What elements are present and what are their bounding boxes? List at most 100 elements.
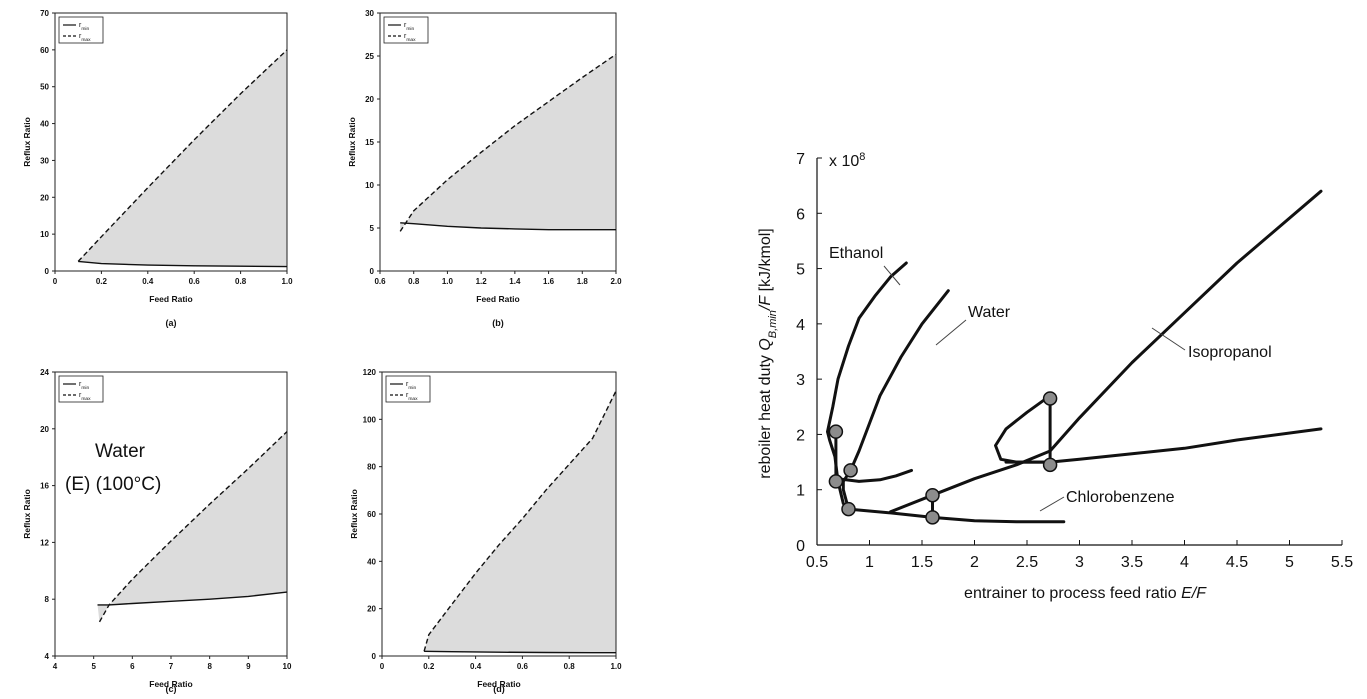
x-tick-label: 3.5 [1121, 554, 1143, 571]
curve-isopropanol [889, 189, 1323, 514]
plot-frame [54, 12, 288, 272]
y-tick-label: 30 [365, 9, 374, 18]
y-tick-label: 80 [367, 463, 376, 472]
legend-label-rmax: rmax [79, 33, 91, 43]
feasible-region [400, 54, 616, 232]
y-tick-label: 25 [365, 52, 374, 61]
curve-water-tail [836, 468, 913, 483]
x-tick-label: 0.2 [96, 277, 108, 286]
x-tick-label: 4 [53, 662, 58, 671]
x-tick-label: 4.5 [1226, 554, 1248, 571]
legend-box [58, 375, 104, 403]
x-tick-label: 1.8 [577, 277, 589, 286]
x-tick-label: 7 [169, 662, 174, 671]
panel-c: 4 5 6 7 8 9 10 4 8 12 16 20 24 Feed Ratio Reflux Ratio… [22, 368, 292, 694]
x-tick-label: 1.0 [610, 662, 622, 671]
x-tick-label: 0.5 [806, 554, 828, 571]
data-point-marker [828, 474, 844, 489]
y-tick-label: 1 [796, 483, 805, 500]
x-tick-label: 0.8 [564, 662, 576, 671]
y-tick-label: 0 [796, 538, 805, 555]
y-tick-label: 7 [796, 151, 805, 168]
y-tick-label: 120 [363, 368, 377, 377]
y-tick-label: 50 [40, 83, 49, 92]
curve-label-chlorobenzene: Chlorobenzene [1066, 489, 1175, 506]
panel-caption: (d) [493, 684, 505, 694]
y-tick-label: 5 [370, 224, 375, 233]
curve-label-ethanol: Ethanol [829, 245, 883, 262]
y-tick-label: 0 [370, 267, 375, 276]
y-axis-label: Reflux Ratio [22, 117, 32, 167]
series-r-max [423, 390, 617, 652]
curve-chlorobenzene [847, 507, 1066, 524]
feasible-region [78, 49, 287, 267]
y-axis-label: Reflux Ratio [349, 489, 359, 539]
x-tick-label: 0.6 [374, 277, 386, 286]
data-point-marker [925, 487, 940, 503]
legend-label-rmin: rmin [404, 22, 415, 32]
y-tick-label: 6 [796, 206, 805, 223]
curve-water [841, 289, 950, 511]
y-tick-label: 60 [367, 510, 376, 519]
y-tick-label: 0 [45, 267, 50, 276]
y-tick-label: 40 [40, 120, 49, 129]
x-tick-label: 2 [970, 554, 979, 571]
data-point-marker [843, 463, 858, 478]
x-axis-label: Feed Ratio [476, 294, 519, 304]
y-tick-label: 12 [40, 538, 49, 547]
data-point-marker [828, 424, 844, 439]
x-tick-label: 1.0 [442, 277, 454, 286]
y-tick-label: 20 [40, 193, 49, 202]
y-tick-label: 40 [367, 557, 376, 566]
x-tick-label: 0.4 [470, 662, 482, 671]
x-tick-label: 0.2 [423, 662, 435, 671]
series-r-max [77, 49, 288, 262]
x-tick-label: 5.5 [1331, 554, 1353, 571]
x-axis-label: Feed Ratio [149, 294, 192, 304]
y-axis-label: Reflux Ratio [22, 489, 32, 539]
legend-box [385, 375, 431, 403]
curve-isopropanol-loop [994, 394, 1052, 464]
x-tick-label: 4 [1180, 554, 1189, 571]
panel-caption: (b) [492, 318, 504, 328]
annotation-line-2: (E) (100°C) [65, 474, 161, 495]
x-tick-label: 3 [1075, 554, 1084, 571]
x-tick-label: 1.2 [476, 277, 488, 286]
y-tick-label: 20 [367, 605, 376, 614]
legend-label-rmax: rmax [79, 392, 91, 402]
y-tick-label: 5 [796, 262, 805, 279]
series-r-min [424, 650, 616, 654]
curve-label-isopropanol: Isopropanol [1188, 344, 1272, 361]
legend-label-rmin: rmin [406, 381, 417, 391]
x-tick-label: 0 [53, 277, 58, 286]
y-tick-label: 4 [45, 652, 50, 661]
label-leader-line [1151, 327, 1186, 351]
panel-a: 0 0.2 0.4 0.6 0.8 1.0 0 10 20 30 40 50 60 70 Feed Rati… [22, 9, 293, 328]
panel-caption: (a) [166, 318, 177, 328]
panel-caption: (c) [166, 684, 177, 694]
x-tick-label: 0.6 [517, 662, 529, 671]
curve-label-water: Water [968, 304, 1011, 321]
x-tick-label: 1.6 [543, 277, 555, 286]
x-tick-label: 2.0 [610, 277, 622, 286]
label-leader-line [1039, 496, 1065, 512]
legend-box [58, 16, 104, 44]
y-tick-label: 8 [45, 595, 50, 604]
annotation-line-1: Water [95, 441, 146, 462]
x-tick-label: 1.5 [911, 554, 933, 571]
y-tick-label: 15 [365, 138, 374, 147]
label-leader-line [883, 265, 901, 286]
feasible-region [97, 431, 288, 622]
x-tick-label: 6 [130, 662, 135, 671]
y-multiplier: x 108 [829, 151, 865, 170]
x-axis-label: entrainer to process feed ratio E/F [964, 585, 1207, 602]
y-tick-label: 0 [372, 652, 377, 661]
y-tick-label: 60 [40, 46, 49, 55]
x-tick-label: 0.4 [142, 277, 154, 286]
legend-box [383, 16, 429, 44]
curve-ethanol [826, 261, 908, 511]
data-point-marker [925, 510, 940, 525]
x-tick-label: 1.4 [509, 277, 521, 286]
series-r-min [400, 222, 616, 231]
panel-right: 0.5 1 1.5 2 2.5 3 3.5 4 4.5 5 5.5 0 1 2 3 4 5 6 7 x 108 entr… [757, 151, 1353, 602]
